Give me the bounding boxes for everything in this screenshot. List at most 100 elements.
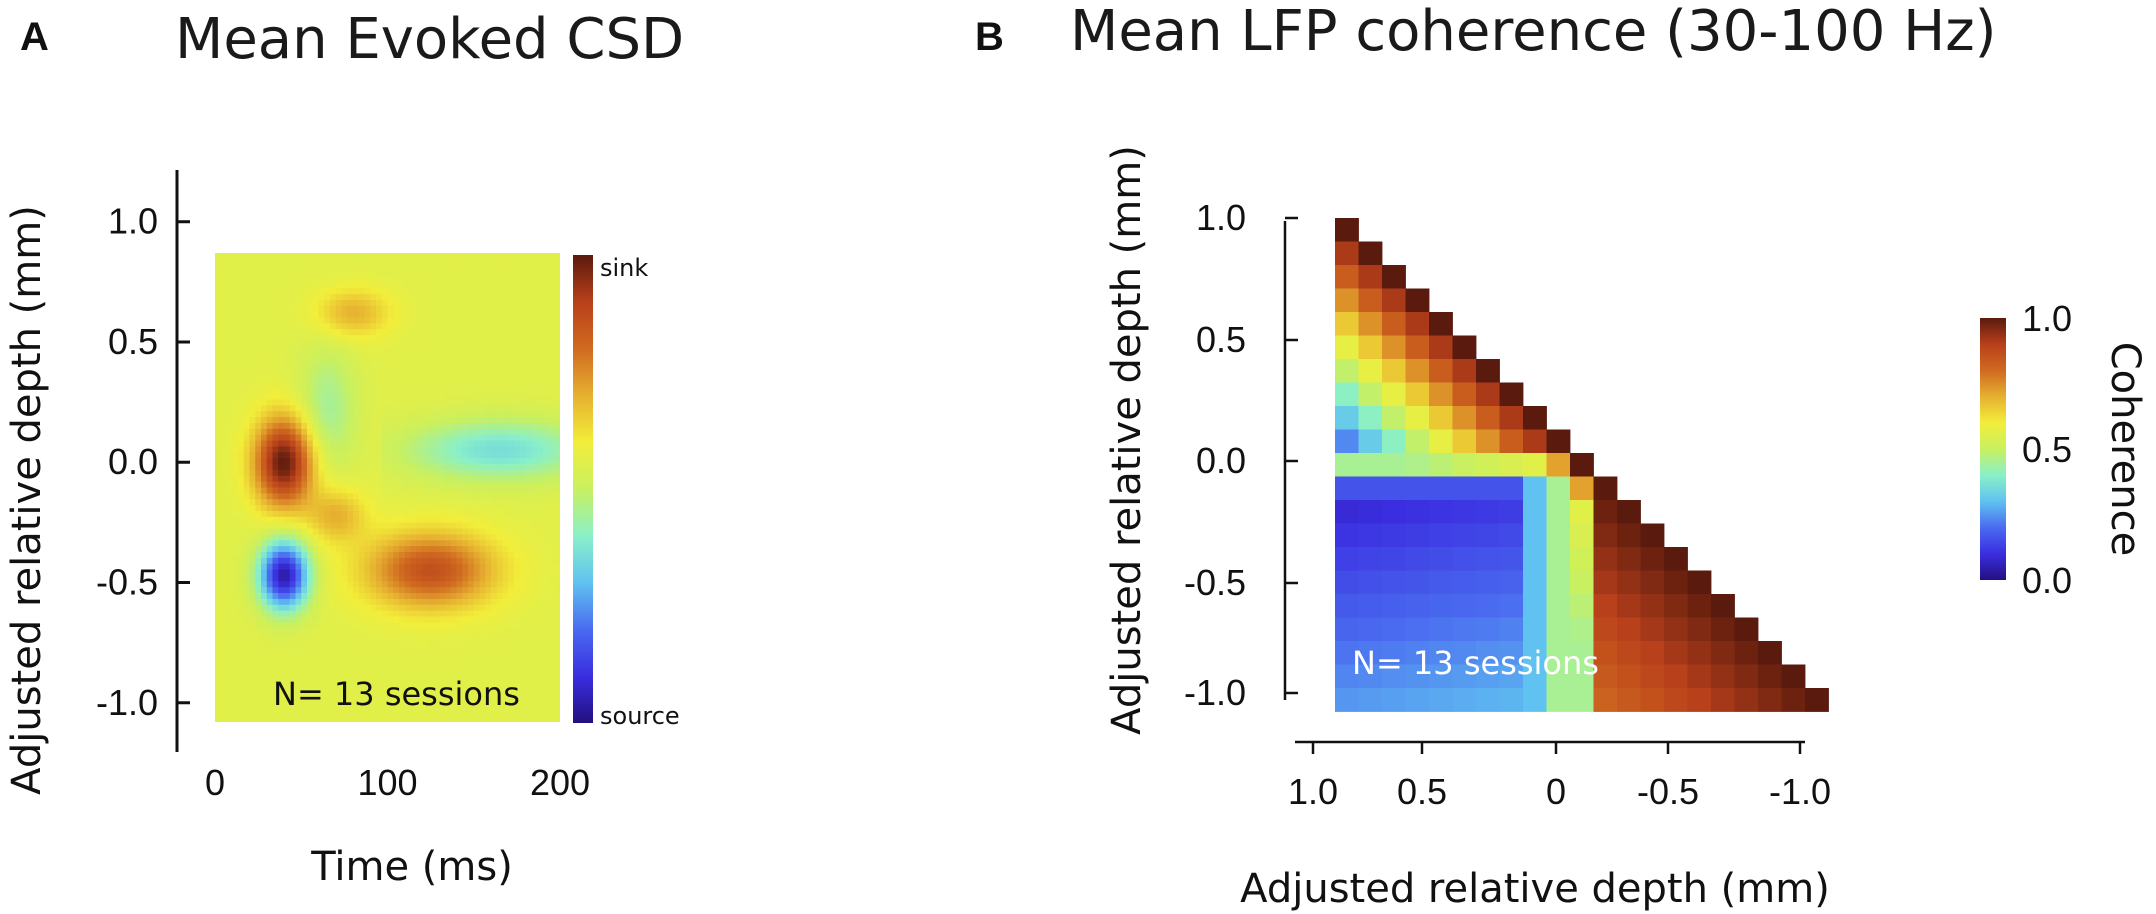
csd-cell bbox=[433, 381, 440, 389]
csd-cell bbox=[393, 282, 400, 289]
csd-cell bbox=[502, 329, 509, 336]
csd-cell bbox=[450, 417, 458, 424]
csd-cell bbox=[295, 510, 302, 518]
csd-cell bbox=[422, 499, 429, 506]
csd-cell bbox=[335, 510, 343, 518]
csd-cell bbox=[416, 481, 423, 489]
csd-cell bbox=[404, 557, 412, 565]
csd-cell bbox=[542, 493, 550, 500]
csd-cell bbox=[232, 423, 239, 430]
coherence-cell bbox=[1335, 453, 1359, 477]
csd-cell bbox=[295, 616, 302, 623]
csd-cell bbox=[289, 381, 297, 389]
csd-cell bbox=[266, 305, 274, 313]
csd-cell bbox=[427, 434, 435, 442]
csd-cell bbox=[433, 475, 440, 483]
csd-cell bbox=[508, 469, 515, 477]
csd-cell bbox=[427, 340, 435, 348]
csd-cell bbox=[450, 370, 458, 377]
csd-cell bbox=[284, 340, 291, 348]
csd-cell bbox=[220, 516, 228, 524]
csd-cell bbox=[232, 358, 239, 365]
csd-cell bbox=[450, 299, 458, 307]
csd-cell bbox=[410, 253, 417, 260]
csd-cell bbox=[324, 587, 331, 594]
csd-cell bbox=[330, 417, 337, 424]
csd-cell bbox=[416, 299, 423, 307]
csd-cell bbox=[542, 340, 550, 348]
csd-cell bbox=[341, 323, 348, 330]
csd-cell bbox=[479, 294, 486, 301]
csd-cell bbox=[433, 528, 440, 535]
csd-cell bbox=[243, 417, 251, 424]
csd-cell bbox=[450, 381, 458, 389]
csd-cell bbox=[312, 563, 320, 571]
csd-cell bbox=[399, 616, 406, 623]
csd-cell bbox=[399, 610, 406, 618]
csd-cell bbox=[537, 686, 544, 694]
csd-cell bbox=[364, 475, 371, 483]
csd-cell bbox=[312, 716, 320, 722]
csd-cell bbox=[243, 446, 251, 453]
csd-cell bbox=[301, 481, 308, 489]
csd-cell bbox=[410, 393, 417, 401]
csd-cell bbox=[318, 428, 325, 436]
csd-cell bbox=[289, 686, 297, 694]
csd-cell bbox=[445, 604, 452, 612]
csd-cell bbox=[445, 510, 452, 518]
csd-cell bbox=[278, 704, 285, 711]
csd-cell bbox=[347, 258, 354, 266]
csd-cell bbox=[330, 692, 337, 700]
csd-cell bbox=[525, 563, 532, 571]
csd-cell bbox=[450, 680, 458, 688]
csd-cell bbox=[232, 282, 239, 289]
csd-cell bbox=[531, 628, 538, 635]
csd-cell bbox=[404, 528, 412, 535]
csd-cell bbox=[445, 716, 452, 722]
csd-cell bbox=[473, 505, 481, 512]
csd-cell bbox=[433, 710, 440, 717]
csd-cell bbox=[416, 464, 423, 471]
coherence-cell bbox=[1382, 429, 1406, 454]
csd-cell bbox=[514, 581, 521, 588]
csd-cell bbox=[399, 475, 406, 483]
csd-cell bbox=[243, 528, 251, 535]
csd-cell bbox=[445, 440, 452, 448]
csd-cell bbox=[525, 634, 532, 641]
csd-cell bbox=[381, 411, 389, 418]
csd-cell bbox=[220, 370, 228, 377]
csd-cell bbox=[243, 610, 251, 618]
csd-cell bbox=[364, 716, 371, 722]
csd-cell bbox=[220, 294, 228, 301]
csd-cell bbox=[278, 522, 285, 530]
csd-cell bbox=[307, 634, 314, 641]
csd-cell bbox=[226, 264, 233, 272]
csd-cell bbox=[473, 593, 481, 600]
csd-cell bbox=[537, 651, 544, 659]
csd-cell bbox=[330, 569, 337, 577]
csd-cell bbox=[554, 417, 560, 424]
csd-cell bbox=[439, 616, 446, 623]
csd-cell bbox=[335, 686, 343, 694]
csd-cell bbox=[393, 434, 400, 442]
csd-cell bbox=[519, 546, 527, 553]
coherence-cell bbox=[1640, 594, 1665, 618]
csd-cell bbox=[548, 487, 555, 494]
csd-cell bbox=[479, 505, 486, 512]
csd-cell bbox=[295, 540, 302, 547]
csd-cell bbox=[272, 493, 279, 500]
csd-cell bbox=[439, 253, 446, 260]
csd-cell bbox=[347, 428, 354, 436]
csd-cell bbox=[301, 669, 308, 676]
csd-cell bbox=[519, 575, 527, 582]
csd-cell bbox=[542, 481, 550, 489]
csd-cell bbox=[341, 399, 348, 407]
csd-cell bbox=[445, 634, 452, 641]
csd-cell bbox=[232, 516, 239, 524]
csd-cell bbox=[508, 663, 515, 670]
csd-cell bbox=[341, 405, 348, 412]
csd-cell bbox=[450, 587, 458, 594]
coherence-cell bbox=[1429, 594, 1453, 618]
csd-cell bbox=[496, 253, 504, 260]
csd-cell bbox=[410, 487, 417, 494]
